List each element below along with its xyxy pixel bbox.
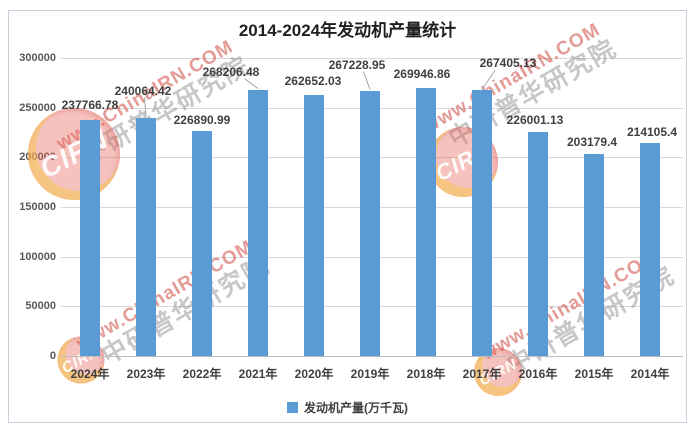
legend-swatch-icon: [287, 402, 298, 413]
bar-2017年: [472, 90, 492, 356]
y-tick-label: 150000: [19, 201, 56, 213]
value-label-2021年: 268206.48: [202, 64, 260, 79]
x-label-2017年: 2017年: [462, 367, 502, 381]
bar-2019年: [360, 90, 380, 356]
bar-2020年: [304, 95, 324, 356]
value-label-2023年: 240064.42: [114, 83, 172, 98]
x-axis-line: [61, 356, 683, 357]
value-label-2022年: 226890.99: [173, 112, 231, 127]
legend: 发动机产量(万千瓦): [9, 399, 686, 418]
value-label-2016年: 226001.13: [506, 112, 564, 127]
x-label-2016年: 2016年: [518, 367, 558, 381]
x-label-2019年: 2019年: [350, 367, 390, 381]
y-tick-label: 100000: [19, 250, 56, 263]
value-label-2018年: 269946.86: [393, 66, 451, 81]
chart-frame: 2014-2024年发动机产量统计 0 50000 100000 150000 2000…: [8, 10, 687, 423]
value-label-2019年: 267228.95: [328, 57, 386, 72]
bar-2022年: [192, 130, 212, 356]
x-label-2023年: 2023年: [126, 367, 166, 381]
leader-line-2019年: [363, 71, 371, 90]
legend-label: 发动机产量(万千瓦): [304, 401, 408, 415]
cirn-logo-badge: CIRN: [28, 108, 120, 200]
bar-2016年: [528, 131, 548, 356]
bar-2018年: [416, 87, 436, 356]
chart-title: 2014-2024年发动机产量统计: [238, 21, 457, 40]
y-tick-label: 300000: [19, 52, 56, 64]
x-label-2020年: 2020年: [294, 367, 334, 381]
bar-2015年: [584, 154, 604, 356]
x-label-2014年: 2014年: [630, 367, 670, 381]
x-label-2018年: 2018年: [406, 367, 446, 381]
gridline: [61, 58, 683, 59]
y-tick-label: 200000: [19, 151, 56, 164]
x-label-2022年: 2022年: [182, 367, 222, 381]
y-tick-label: 50000: [25, 300, 56, 313]
bar-2024年: [80, 119, 100, 356]
y-tick-label: 250000: [19, 101, 56, 114]
x-label-2015年: 2015年: [574, 367, 614, 381]
value-label-2024年: 237766.78: [61, 97, 119, 112]
bar-2014年: [640, 143, 660, 356]
bar-2021年: [248, 89, 268, 356]
value-label-2020年: 262652.03: [284, 74, 342, 89]
value-label-2017年: 267405.13: [479, 56, 537, 71]
y-tick-label: 0: [49, 350, 56, 362]
value-label-2014年: 214105.4: [626, 125, 678, 140]
x-label-2024年: 2024年: [70, 367, 110, 381]
cirn-logo-text: CIRN: [34, 122, 114, 185]
value-label-2015年: 203179.4: [566, 135, 618, 150]
bar-2023年: [136, 117, 156, 356]
x-label-2021年: 2021年: [238, 367, 278, 381]
